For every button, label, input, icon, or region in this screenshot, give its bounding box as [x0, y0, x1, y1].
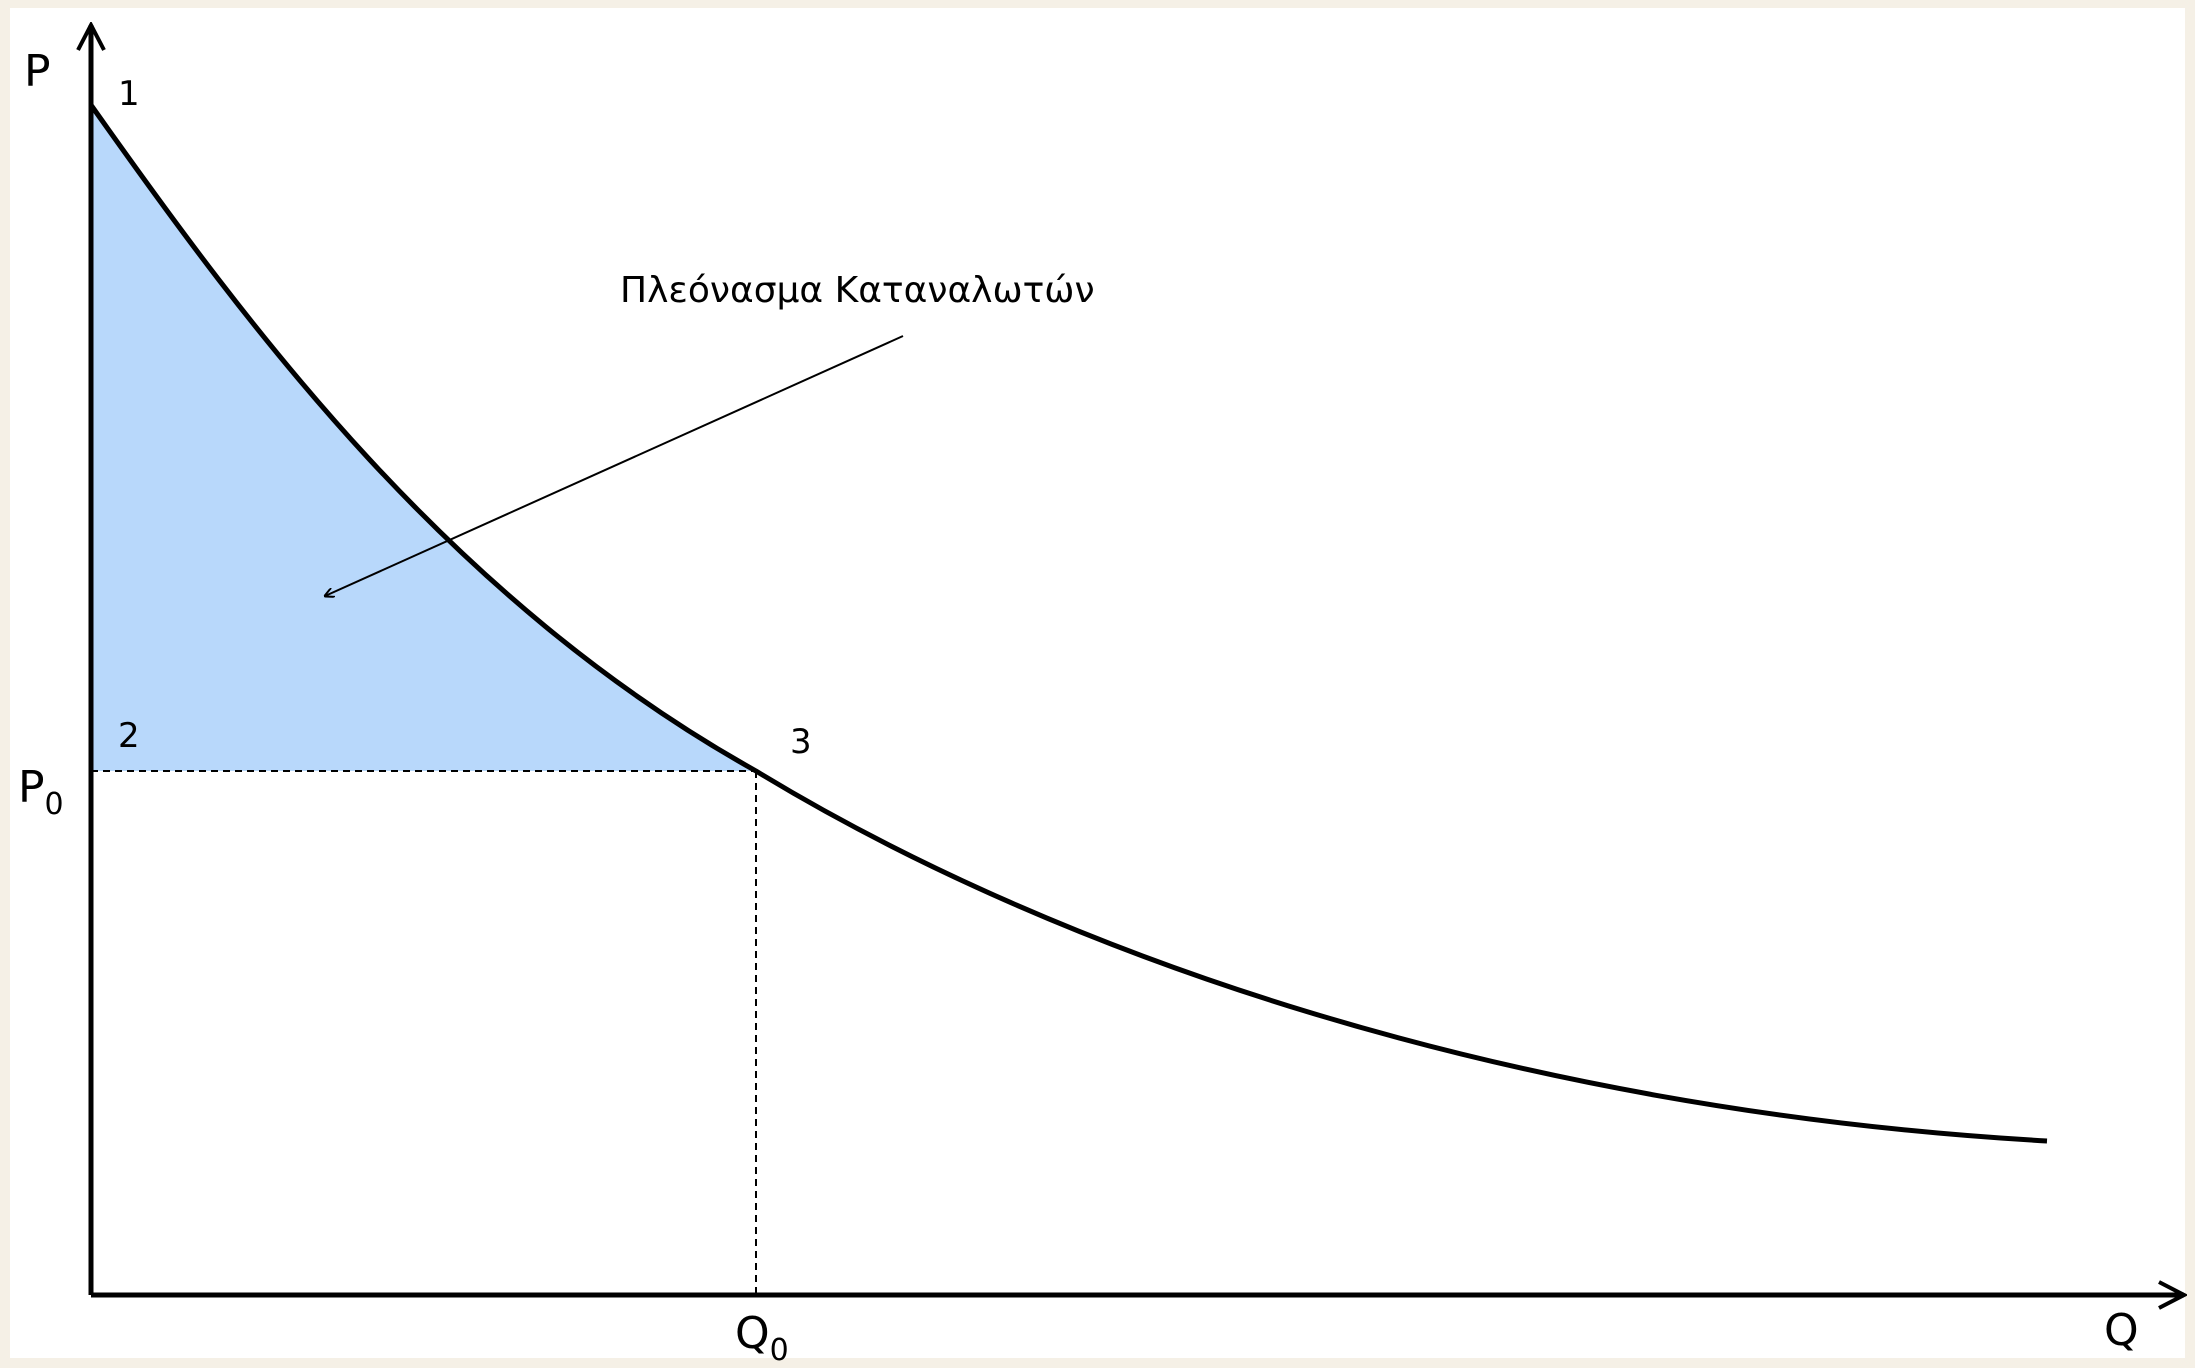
annotation: Πλεόνασμα Καταναλωτών [620, 270, 1095, 311]
point-label: 1 [118, 74, 140, 114]
annotation-arrow [325, 335, 904, 596]
price-label: P0 [18, 762, 64, 822]
demand-curve [88, 103, 2048, 1144]
quantity-label: Q0 [735, 1308, 789, 1368]
point-label: 3 [790, 722, 812, 762]
x-axis-label: Q [2104, 1305, 2139, 1356]
point-label: 2 [118, 716, 140, 756]
consumer-surplus-area [91, 105, 756, 771]
y-axis-label: P [24, 46, 51, 97]
